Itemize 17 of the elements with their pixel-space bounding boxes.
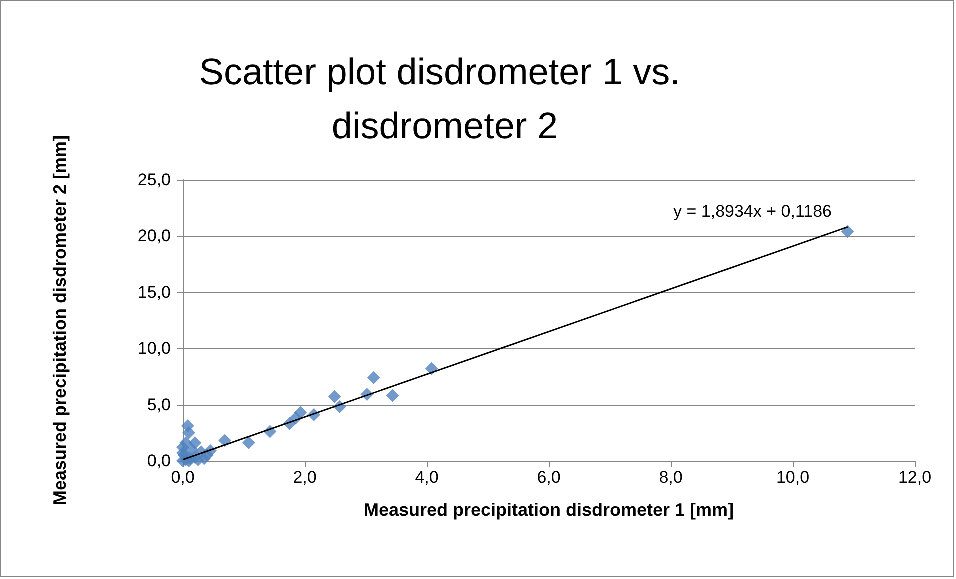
x-tick-label: 12,0 [898,468,932,487]
y-tick-label: 15,0 [138,282,171,302]
y-tick-label: 20,0 [138,226,171,246]
y-tick-label: 25,0 [138,170,171,190]
x-tick-label: 2,0 [293,468,317,487]
y-tick-label: 0,0 [147,452,171,470]
y-tick-label: 5,0 [147,395,171,414]
x-tick-label: 10,0 [776,468,810,487]
x-tick-label: 8,0 [659,468,683,487]
x-tick-label: 4,0 [415,468,439,487]
x-tick-label: 6,0 [537,468,561,487]
y-tick-label: 10,0 [138,339,171,358]
x-tick-label: 0,0 [171,468,195,487]
annotation: y = 1,8934x + 0,1186 [674,202,832,221]
chart-title: Scatter plot disdrometer 1 vs. disdrometer 2 [199,52,691,146]
x-axis-title: Measured precipitation disdrometer 1 [mm] [364,500,734,520]
y-axis-title: Measured precipitation disdrometer 2 [mm] [50,135,70,506]
